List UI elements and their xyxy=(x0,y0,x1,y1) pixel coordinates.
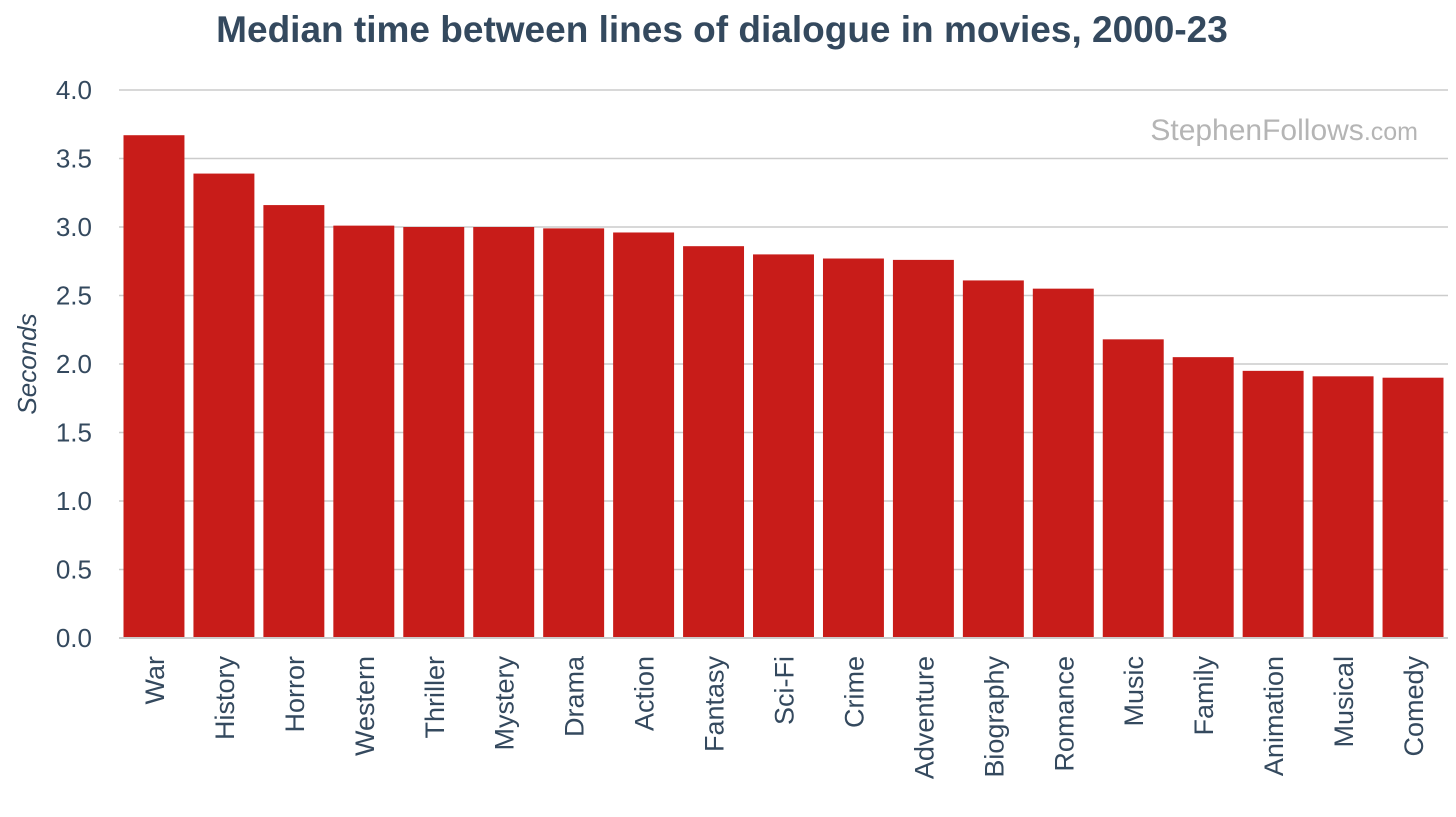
x-tick-label: Drama xyxy=(560,655,590,737)
watermark: StephenFollows.com xyxy=(1150,114,1418,147)
watermark-suffix: .com xyxy=(1364,118,1418,146)
x-tick-label: Musical xyxy=(1329,656,1359,748)
x-tick-label: Adventure xyxy=(909,656,939,779)
x-tick-label: Horror xyxy=(280,656,310,733)
x-tick-label: Action xyxy=(630,656,660,731)
bar-family xyxy=(1172,357,1234,638)
x-tick-label: Animation xyxy=(1259,656,1289,776)
x-tick-label: History xyxy=(210,656,240,741)
bar-adventure xyxy=(892,259,954,638)
y-tick-label: 0.5 xyxy=(56,555,92,585)
x-tick-label: War xyxy=(140,656,170,705)
x-axis-ticks: War History Horror Western Thriller Mystery Dr… xyxy=(140,655,1429,779)
x-tick-label: Fantasy xyxy=(700,656,730,753)
bar-biography xyxy=(962,280,1024,638)
y-axis-label: Seconds xyxy=(12,313,42,414)
bar-crime xyxy=(822,258,884,638)
x-tick-label: Western xyxy=(350,656,380,756)
chart-title: Median time between lines of dialogue in… xyxy=(216,9,1228,50)
bar-musical xyxy=(1312,376,1374,638)
y-tick-label: 4.0 xyxy=(56,75,92,105)
x-tick-label: Biography xyxy=(979,656,1009,778)
bar-horror xyxy=(263,205,325,638)
bar-drama xyxy=(543,228,605,638)
bar-comedy xyxy=(1382,377,1444,638)
x-tick-label: Family xyxy=(1189,656,1219,736)
x-tick-label: Comedy xyxy=(1399,656,1429,757)
x-tick-label: Romance xyxy=(1049,656,1079,772)
bar-sci-fi xyxy=(753,254,814,638)
y-tick-label: 2.0 xyxy=(56,349,92,379)
bar-fantasy xyxy=(683,246,745,638)
bar-war xyxy=(123,135,185,638)
bar-thriller xyxy=(403,227,465,638)
x-tick-label: Sci-Fi xyxy=(770,656,800,725)
bars xyxy=(123,135,1444,639)
bar-history xyxy=(193,173,255,638)
x-tick-label: Crime xyxy=(839,656,869,728)
bar-mystery xyxy=(473,227,535,638)
bar-music xyxy=(1102,339,1164,638)
x-tick-label: Mystery xyxy=(490,656,520,751)
bar-action xyxy=(613,232,675,639)
bar-animation xyxy=(1242,370,1304,638)
y-tick-label: 3.5 xyxy=(56,144,92,174)
x-tick-label: Music xyxy=(1119,656,1149,727)
bar-romance xyxy=(1032,288,1094,638)
x-tick-label: Thriller xyxy=(420,656,450,739)
y-tick-label: 1.5 xyxy=(56,418,92,448)
bar-western xyxy=(333,225,395,638)
y-tick-label: 1.0 xyxy=(56,486,92,516)
y-tick-label: 3.0 xyxy=(56,212,92,242)
y-tick-label: 2.5 xyxy=(56,281,92,311)
y-tick-label: 0.0 xyxy=(56,623,92,653)
watermark-main: StephenFollows xyxy=(1150,114,1363,147)
y-axis-ticks: 0.0 0.5 1.0 1.5 2.0 2.5 3.0 3.5 4.0 xyxy=(56,75,92,653)
